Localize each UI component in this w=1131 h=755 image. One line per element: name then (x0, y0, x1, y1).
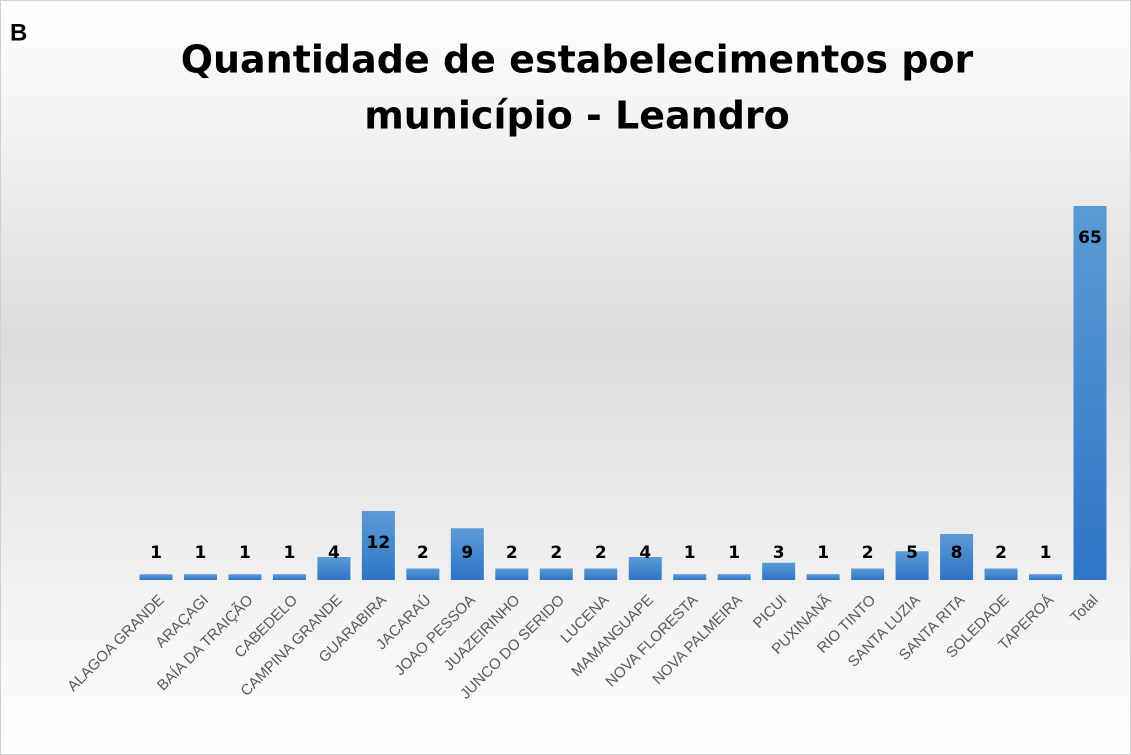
value-label: 1 (728, 543, 740, 563)
bar (851, 568, 885, 580)
bar (228, 574, 262, 580)
bar (406, 568, 440, 580)
chart-title: Quantidade de estabelecimentos por (181, 38, 974, 82)
bar (1073, 206, 1107, 580)
bar (717, 574, 751, 580)
value-label: 2 (595, 543, 607, 563)
bar (139, 574, 173, 580)
value-label: 2 (506, 543, 518, 563)
bar (806, 574, 840, 580)
bar (584, 568, 618, 580)
bar (762, 562, 796, 580)
bar (628, 556, 662, 580)
value-label: 3 (773, 543, 785, 563)
bar (539, 568, 573, 580)
value-label: 1 (195, 543, 207, 563)
bar (495, 568, 529, 580)
bar (183, 574, 217, 580)
value-label: 8 (951, 543, 963, 563)
value-label: 12 (367, 533, 391, 553)
value-label: 1 (1040, 543, 1052, 563)
bar (361, 510, 395, 580)
value-label: 2 (417, 543, 429, 563)
value-label: 65 (1078, 228, 1102, 248)
value-label: 1 (684, 543, 696, 563)
value-label: 1 (239, 543, 251, 563)
bar (272, 574, 306, 580)
panel-label: B (10, 19, 27, 46)
value-label: 1 (817, 543, 829, 563)
bar (984, 568, 1018, 580)
bar (940, 533, 974, 580)
value-label: 2 (862, 543, 874, 563)
value-label: 4 (328, 543, 340, 563)
value-label: 5 (906, 543, 918, 563)
value-label: 4 (639, 543, 651, 563)
bar (1029, 574, 1063, 580)
chart-title: município - Leandro (364, 94, 790, 138)
value-label: 1 (284, 543, 296, 563)
bar (895, 551, 929, 580)
value-label: 2 (995, 543, 1007, 563)
bar (450, 528, 484, 580)
bar (317, 556, 351, 580)
value-label: 1 (150, 543, 162, 563)
value-label: 2 (550, 543, 562, 563)
bar (673, 574, 707, 580)
value-label: 9 (461, 543, 473, 563)
